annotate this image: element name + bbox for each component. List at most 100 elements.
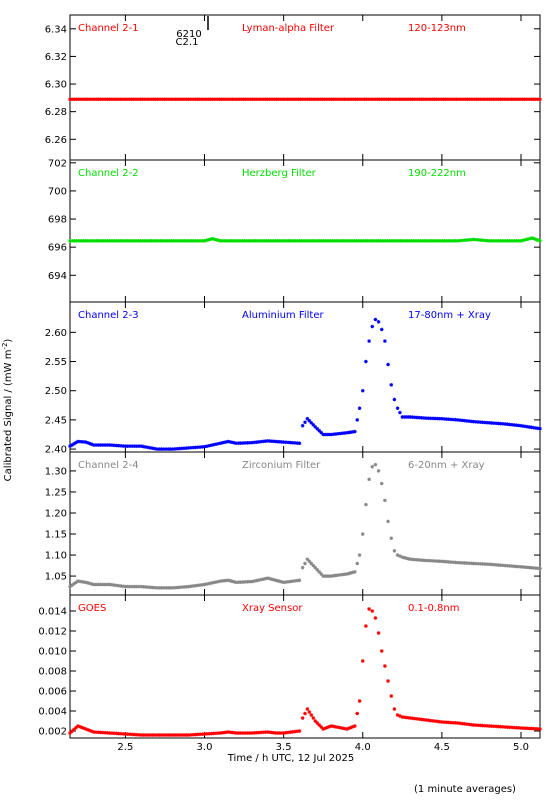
data-point (150, 585, 155, 590)
panel-frame (69, 159, 541, 303)
data-point (89, 582, 94, 586)
data-point (322, 97, 327, 102)
data-point (342, 431, 347, 435)
data-point (473, 723, 478, 727)
data-point (91, 730, 96, 734)
data-point (123, 732, 128, 736)
panel-frame (69, 451, 541, 596)
data-point (464, 238, 469, 242)
data-point (195, 732, 200, 737)
data-point (323, 574, 327, 578)
y-tick-label: 1.10 (45, 551, 67, 562)
data-point (159, 733, 164, 737)
data-point (238, 441, 243, 445)
data-point (134, 732, 139, 737)
data-point (119, 731, 123, 736)
data-point (480, 723, 485, 728)
data-point (110, 443, 114, 447)
data-point (505, 563, 510, 568)
data-point (440, 559, 444, 564)
data-point (538, 239, 542, 243)
data-point (252, 731, 257, 735)
data-point (455, 418, 460, 422)
data-point (474, 97, 479, 102)
data-point (410, 415, 415, 419)
data-point (121, 584, 125, 589)
data-point (238, 580, 243, 584)
data-point (288, 579, 293, 584)
data-point (440, 239, 445, 243)
y-tick-label: 1.25 (45, 487, 67, 498)
data-point (376, 320, 381, 324)
data-point (288, 239, 293, 243)
data-point (327, 97, 331, 102)
data-point (87, 97, 92, 102)
data-point (342, 97, 347, 102)
data-point (357, 553, 362, 557)
data-point (164, 586, 168, 590)
data-point (241, 731, 245, 735)
data-point (378, 239, 383, 243)
data-point (258, 239, 262, 243)
data-point (118, 239, 123, 243)
data-point (398, 410, 402, 415)
data-point (166, 586, 171, 590)
data-point (341, 239, 346, 243)
data-point (309, 421, 314, 425)
data-point (531, 425, 536, 430)
data-point (338, 725, 342, 730)
data-point (372, 239, 376, 243)
data-point (139, 444, 144, 448)
data-point (83, 97, 88, 102)
data-point (520, 97, 525, 102)
data-point (260, 239, 264, 243)
data-point (444, 239, 449, 243)
data-point (293, 441, 297, 445)
data-point (266, 576, 270, 580)
data-point (496, 421, 501, 426)
data-point (309, 97, 314, 102)
data-point (302, 239, 306, 243)
data-point (512, 239, 517, 243)
data-point (536, 566, 540, 571)
data-point (222, 578, 227, 583)
data-point (461, 97, 465, 102)
data-point (199, 97, 204, 102)
data-point (449, 560, 453, 564)
data-point (257, 97, 261, 102)
data-point (74, 239, 79, 243)
data-point (498, 421, 503, 426)
data-point (196, 239, 200, 243)
data-point (244, 239, 249, 243)
data-point (492, 562, 496, 567)
data-point (105, 239, 110, 243)
data-point (162, 733, 166, 737)
data-point (483, 238, 487, 243)
data-point (408, 557, 413, 562)
data-point (304, 239, 308, 243)
data-point (281, 731, 286, 735)
data-point (288, 440, 293, 445)
data-point (189, 733, 193, 737)
data-point (331, 432, 336, 437)
y-axis-title-close: ) (3, 339, 14, 343)
data-point (274, 97, 279, 102)
data-point (226, 439, 231, 444)
data-point (410, 97, 415, 102)
data-point (319, 239, 324, 243)
data-point (286, 239, 291, 243)
data-point (449, 239, 453, 243)
data-point (327, 724, 331, 729)
data-point (519, 423, 523, 428)
data-point (98, 97, 103, 102)
data-point (519, 565, 523, 569)
data-point (392, 239, 396, 243)
data-point (151, 239, 156, 243)
data-point (510, 239, 514, 243)
y-tick-label: 1.15 (45, 530, 67, 541)
data-point (228, 730, 233, 735)
data-point (371, 97, 375, 102)
data-point (275, 731, 280, 735)
data-point (471, 237, 476, 242)
data-point (353, 429, 357, 434)
